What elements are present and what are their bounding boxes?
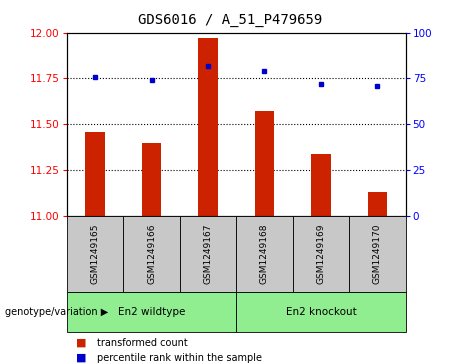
Bar	[67, 292, 236, 332]
Bar	[367, 192, 387, 216]
Text: transformed count: transformed count	[97, 338, 188, 348]
Text: GDS6016 / A_51_P479659: GDS6016 / A_51_P479659	[138, 13, 323, 27]
Text: ■: ■	[76, 338, 87, 348]
Bar	[236, 216, 293, 292]
Text: En2 knockout: En2 knockout	[286, 307, 356, 317]
Text: GSM1249167: GSM1249167	[203, 224, 213, 284]
Bar	[67, 216, 123, 292]
Text: En2 wildtype: En2 wildtype	[118, 307, 185, 317]
Bar	[254, 111, 274, 216]
Bar	[236, 292, 406, 332]
Text: ■: ■	[76, 352, 87, 363]
Text: GSM1249168: GSM1249168	[260, 224, 269, 284]
Text: GSM1249170: GSM1249170	[373, 224, 382, 284]
Bar	[180, 216, 236, 292]
Bar	[311, 154, 331, 216]
Bar	[198, 38, 218, 216]
Text: percentile rank within the sample: percentile rank within the sample	[97, 352, 262, 363]
Text: GSM1249166: GSM1249166	[147, 224, 156, 284]
Bar	[85, 132, 105, 216]
Text: GSM1249165: GSM1249165	[90, 224, 100, 284]
Bar	[349, 216, 406, 292]
Text: GSM1249169: GSM1249169	[316, 224, 325, 284]
Bar	[142, 143, 161, 216]
Text: genotype/variation ▶: genotype/variation ▶	[5, 307, 108, 317]
Bar	[293, 216, 349, 292]
Bar	[123, 216, 180, 292]
